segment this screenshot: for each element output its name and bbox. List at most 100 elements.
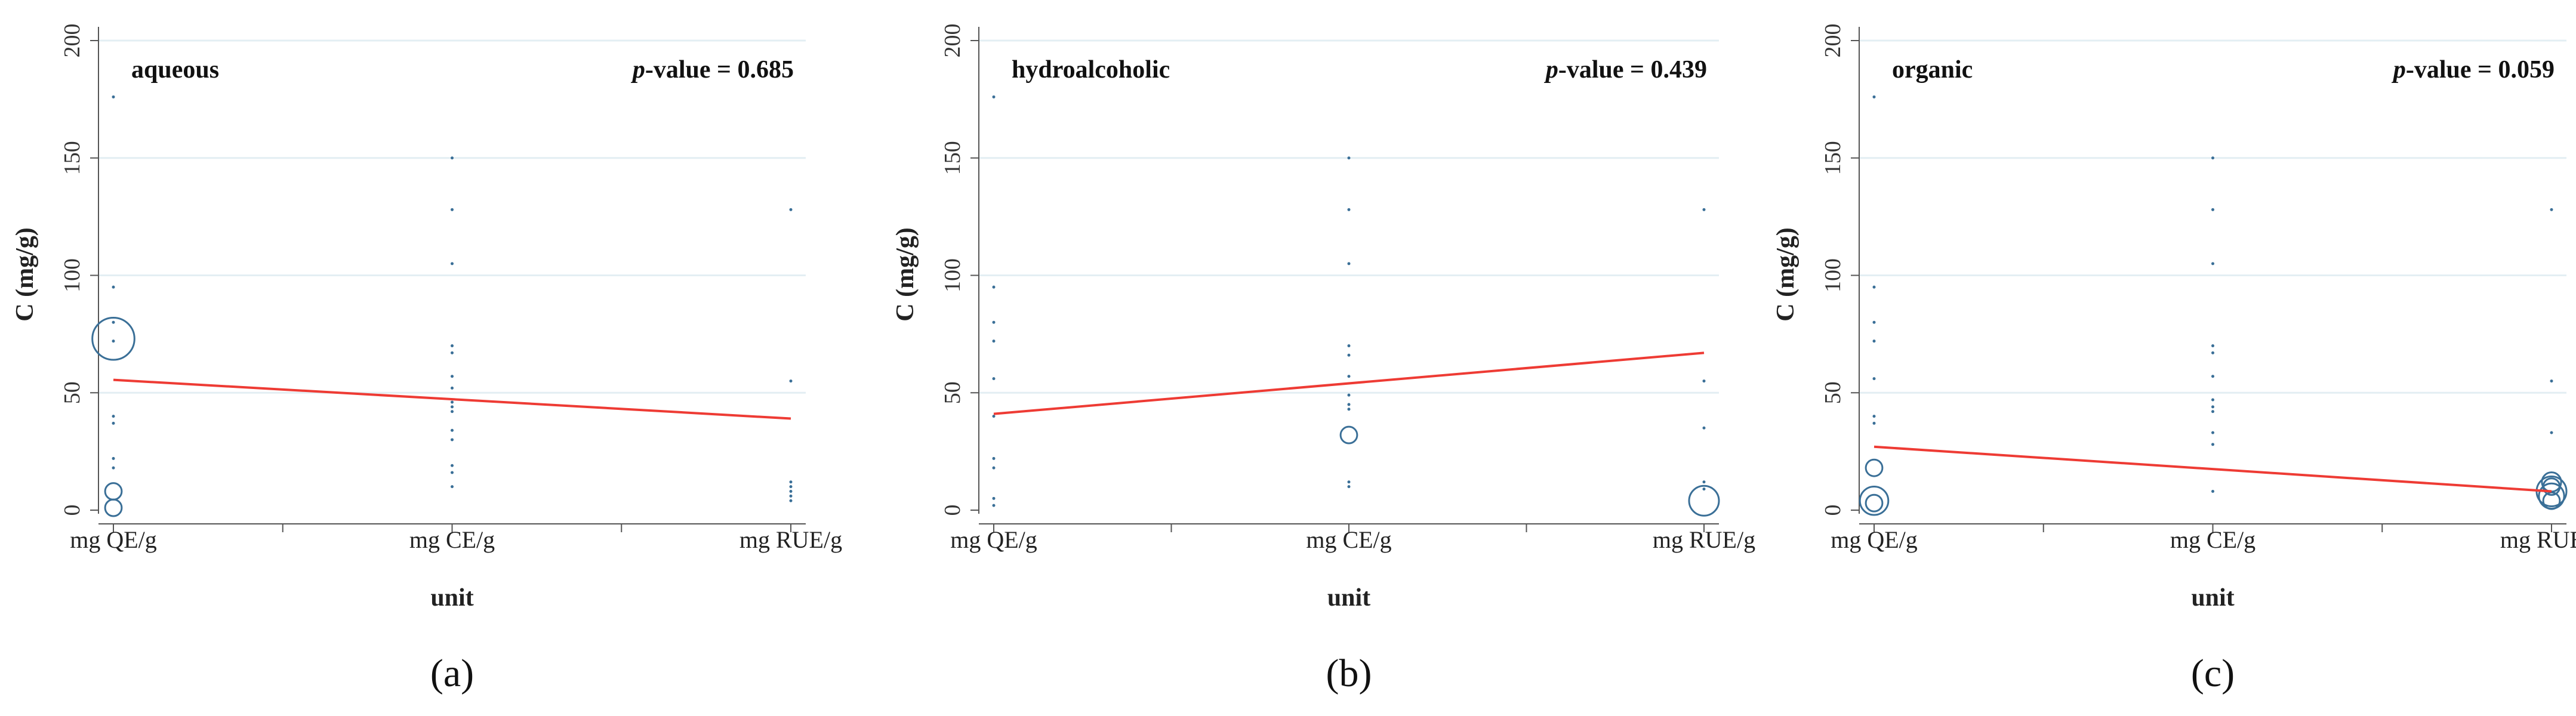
p-value-text: -value = 0.685 <box>645 56 794 84</box>
data-point <box>1872 285 1876 289</box>
data-point <box>992 415 996 418</box>
data-point <box>451 438 454 442</box>
y-tick-label: 0 <box>1820 505 1845 516</box>
data-point <box>1702 480 1706 484</box>
data-point <box>451 400 454 404</box>
p-value-text: -value = 0.439 <box>1558 56 1707 84</box>
data-point <box>451 344 454 348</box>
data-point <box>992 95 996 98</box>
y-tick-label: 0 <box>60 505 85 516</box>
data-point <box>1872 421 1876 425</box>
data-point <box>789 499 793 502</box>
data-point <box>112 415 115 418</box>
plot-area <box>979 27 1719 513</box>
data-point <box>789 208 793 211</box>
y-tick-label: 200 <box>1820 24 1845 58</box>
data-point <box>451 386 454 390</box>
p-value-text: -value = 0.059 <box>2406 56 2555 84</box>
data-point <box>2211 208 2214 211</box>
data-point <box>451 428 454 432</box>
data-point <box>1872 320 1876 324</box>
y-axis-title: C (mg/g) <box>892 227 919 321</box>
data-point <box>112 421 115 425</box>
data-point <box>1865 458 1884 477</box>
x-tick-label: mg CE/g <box>1306 526 1391 553</box>
data-point <box>2211 410 2214 413</box>
x-tick-label: mg RUE/g <box>2500 526 2576 553</box>
data-point <box>789 480 793 484</box>
data-point <box>1347 344 1351 348</box>
y-axis-title: C (mg/g) <box>11 227 39 321</box>
data-point <box>1872 415 1876 418</box>
data-point <box>1347 408 1351 411</box>
data-point <box>451 471 454 474</box>
y-tick-label: 50 <box>60 381 85 404</box>
data-point <box>112 320 115 324</box>
data-point <box>2211 443 2214 446</box>
y-tick-label: 100 <box>1820 258 1845 292</box>
data-point <box>1347 156 1351 160</box>
data-point <box>451 464 454 467</box>
data-point <box>451 262 454 266</box>
data-point <box>992 320 996 324</box>
data-point <box>1872 377 1876 381</box>
data-point <box>1347 485 1351 489</box>
data-point <box>1347 375 1351 378</box>
data-point <box>789 494 793 498</box>
data-point <box>992 496 996 500</box>
data-point <box>2211 398 2214 402</box>
data-point <box>2542 477 2561 496</box>
data-point <box>1872 95 1876 98</box>
chart-panel-c: 0 50 100 150 200 mg QE/g mg CE/g mg RUE/g unit C … <box>1772 24 2576 696</box>
data-point <box>1702 208 1706 211</box>
data-point <box>1702 426 1706 430</box>
y-tick-label: 200 <box>60 24 85 58</box>
y-tick-label: 150 <box>1820 141 1845 175</box>
solvent-label: aqueous <box>131 56 219 84</box>
data-point <box>112 456 115 460</box>
y-axis-title: C (mg/g) <box>1772 227 1799 321</box>
y-tick-label: 50 <box>1820 381 1845 404</box>
plot-area <box>98 27 806 513</box>
data-point <box>1347 353 1351 357</box>
p-symbol: p <box>1544 56 1558 84</box>
data-point <box>1339 425 1358 445</box>
data-point <box>1347 393 1351 397</box>
data-point <box>789 490 793 493</box>
data-point <box>2550 208 2553 211</box>
data-point <box>2211 490 2214 493</box>
p-value-label: p-value = 0.439 <box>1544 56 1707 84</box>
data-point <box>992 456 996 460</box>
plot-area <box>1859 27 2566 513</box>
y-tick-label: 100 <box>60 258 85 292</box>
data-point <box>992 377 996 381</box>
data-point <box>112 466 115 470</box>
panel-label: (a) <box>430 652 474 695</box>
data-point <box>789 485 793 489</box>
data-point <box>104 498 123 517</box>
y-tick-label: 200 <box>940 24 965 58</box>
data-point <box>112 95 115 98</box>
fit-line <box>1874 445 2552 493</box>
data-point <box>451 156 454 160</box>
fit-line <box>993 351 1705 415</box>
data-point <box>2550 431 2553 434</box>
data-point <box>1347 403 1351 406</box>
data-point <box>2211 375 2214 378</box>
data-point <box>2211 405 2214 409</box>
x-axis-title: unit <box>1327 584 1370 612</box>
data-point <box>451 351 454 354</box>
solvent-label: hydroalcoholic <box>1012 56 1170 84</box>
x-tick-label: mg QE/g <box>1831 526 1918 553</box>
x-tick-label: mg QE/g <box>950 526 1037 553</box>
data-point <box>451 375 454 378</box>
x-tick-label: mg CE/g <box>2170 526 2255 553</box>
data-point <box>2211 351 2214 354</box>
data-point <box>2211 156 2214 160</box>
data-point <box>992 340 996 343</box>
data-point <box>1347 208 1351 211</box>
data-point <box>1872 340 1876 343</box>
data-point <box>789 379 793 383</box>
data-point <box>451 410 454 413</box>
